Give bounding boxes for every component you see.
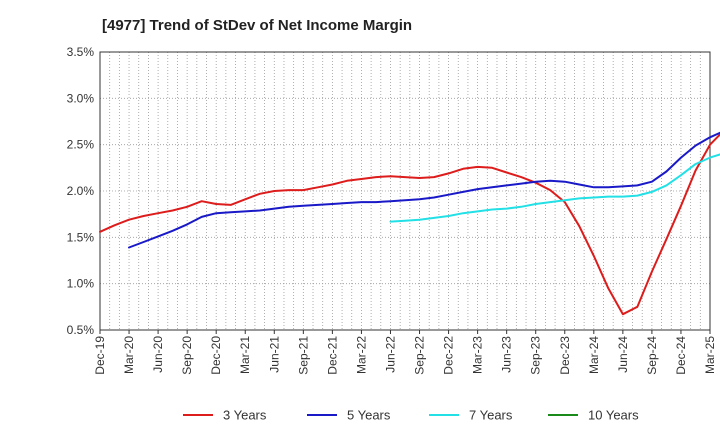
x-tick-label: Sep-20 [180,336,194,375]
y-tick-label: 3.5% [67,45,95,59]
x-tick-label: Mar-24 [587,336,601,374]
x-tick-label: Dec-19 [93,336,107,375]
x-tick-label: Sep-24 [645,336,659,375]
x-tick-label: Mar-20 [122,336,136,374]
legend: 3 Years 5 Years 7 Years 10 Years [183,408,639,423]
chart-title: [4977] Trend of StDev of Net Income Marg… [102,17,412,34]
legend-label: 5 Years [347,408,391,423]
x-tick-label: Dec-20 [209,336,223,375]
axes: 0.5% 1.0% 1.5% 2.0% 2.5% 3.0% 3.5% Dec-19 Mar-20… [67,45,717,375]
x-tick-label: Jun-24 [616,336,630,373]
x-tick-label: Dec-23 [558,336,572,375]
x-tick-label: Jun-23 [500,336,514,373]
x-tick-label: Jun-20 [151,336,165,373]
x-tick-label: Sep-21 [296,336,310,375]
legend-label: 3 Years [223,408,267,423]
y-tick-label: 0.5% [67,323,95,337]
plot-area-border [100,52,710,330]
x-tick-label: Jun-22 [383,336,397,373]
x-tick-label: Dec-22 [442,336,456,375]
x-tick-label: Sep-23 [529,336,543,375]
legend-label: 7 Years [469,408,513,423]
x-tick-label: Mar-25 [703,336,717,374]
grid [100,52,710,330]
y-tick-label: 1.5% [67,230,95,244]
y-tick-label: 2.0% [67,184,95,198]
x-tick-label: Dec-24 [674,336,688,375]
legend-label: 10 Years [588,408,639,423]
x-tick-label: Mar-23 [471,336,485,374]
x-tick-label: Jun-21 [267,336,281,373]
series-line-5-years [129,116,720,248]
x-tick-label: Mar-21 [238,336,252,374]
x-tick-label: Sep-22 [413,336,427,375]
y-tick-label: 2.5% [67,138,95,152]
x-tick-label: Mar-22 [354,336,368,374]
y-tick-label: 1.0% [67,277,95,291]
x-tick-label: Dec-21 [325,336,339,375]
y-tick-label: 3.0% [67,91,95,105]
